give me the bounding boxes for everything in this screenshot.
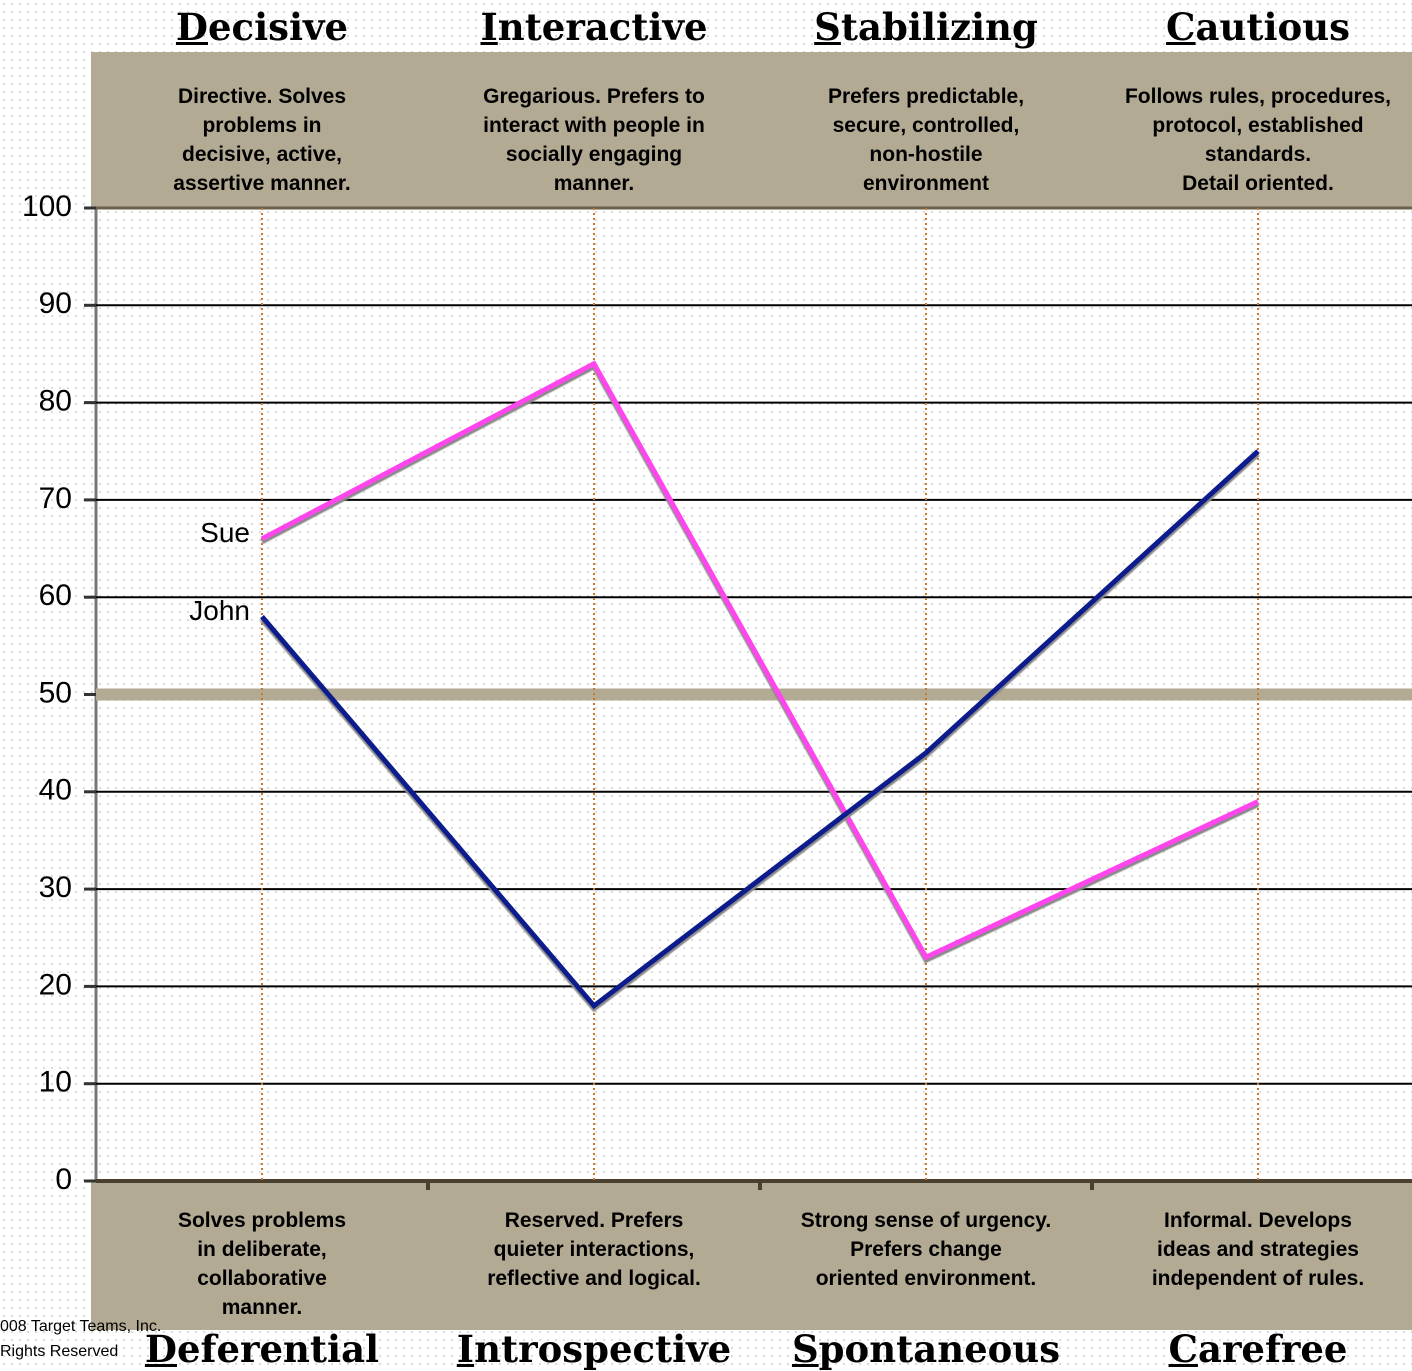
- bottom-category: Deferential: [144, 1327, 380, 1371]
- top-category: Interactive: [480, 5, 708, 49]
- bottom-category: Introspective: [456, 1327, 732, 1371]
- y-tick-label: 30: [39, 871, 72, 904]
- series-line: [260, 360, 1260, 961]
- bottom-band: [91, 1181, 1412, 1330]
- top-category: Stabilizing: [814, 5, 1038, 49]
- series-label: Sue: [200, 517, 250, 548]
- bottom-category: Spontaneous: [791, 1327, 1061, 1371]
- y-tick-label: 50: [39, 676, 72, 709]
- y-tick-label: 70: [39, 482, 72, 515]
- top-band: [91, 52, 1412, 208]
- bottom-description: Informal. Develops ideas and strategies …: [1151, 1209, 1365, 1290]
- top-description: Prefers predictable, secure, controlled,…: [827, 85, 1025, 195]
- y-tick-label: 80: [39, 385, 72, 418]
- series-line: [260, 449, 1260, 1010]
- y-tick-label: 60: [39, 579, 72, 612]
- top-category: Cautious: [1166, 5, 1350, 49]
- y-tick-label: 40: [39, 774, 72, 807]
- y-tick-label: 90: [39, 287, 72, 320]
- top-description: Gregarious. Prefers to interact with peo…: [483, 85, 705, 195]
- bottom-description: Strong sense of urgency. Prefers change …: [800, 1209, 1052, 1290]
- footnote: Rights Reserved: [0, 1343, 119, 1360]
- bottom-description: Solves problems in deliberate, collabora…: [177, 1209, 347, 1319]
- top-category: Decisive: [175, 5, 349, 49]
- y-tick-label: 10: [39, 1066, 72, 1099]
- y-tick-label: 20: [39, 968, 72, 1001]
- top-description: Follows rules, procedures, protocol, est…: [1124, 85, 1392, 195]
- bottom-category: Carefree: [1168, 1327, 1348, 1371]
- top-description: Directive. Solves problems in decisive, …: [173, 85, 351, 195]
- y-tick-label: 0: [55, 1163, 72, 1196]
- bottom-description: Reserved. Prefers quieter interactions, …: [487, 1209, 701, 1290]
- series-label: John: [189, 595, 250, 626]
- footnote: 008 Target Teams, Inc.: [0, 1318, 162, 1335]
- y-tick-label: 100: [22, 190, 72, 223]
